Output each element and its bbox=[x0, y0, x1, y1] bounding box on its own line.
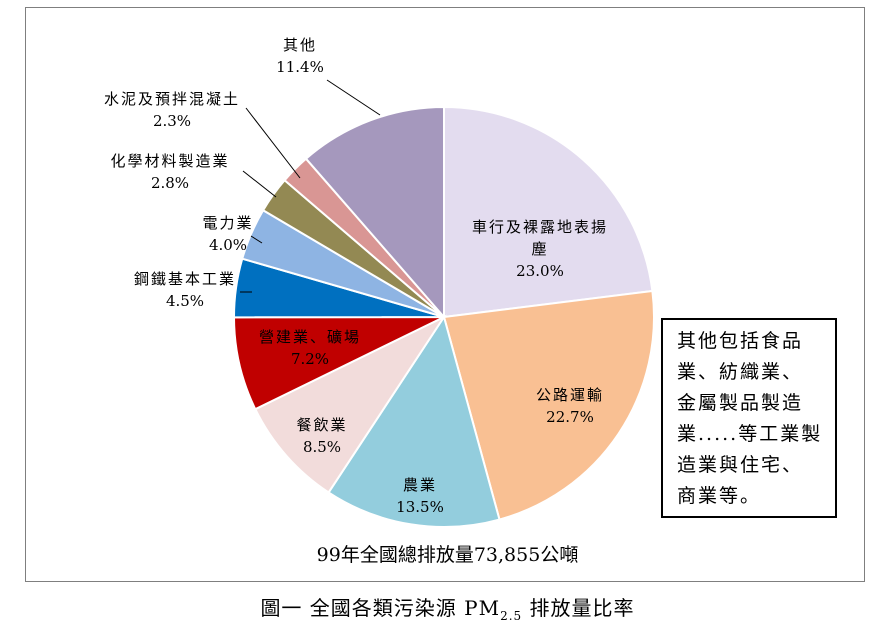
slice-label: 餐飲業 8.5% bbox=[296, 416, 347, 456]
slice-name: 其他 bbox=[283, 36, 317, 54]
slice-label: 化學材料製造業 2.8% bbox=[110, 152, 229, 192]
slice-value: 4.0% bbox=[209, 236, 247, 254]
slice-value: 8.5% bbox=[303, 438, 341, 456]
slice-label: 鋼鐵基本工業 4.5% bbox=[134, 270, 236, 310]
figure-caption: 圖一 全國各類污染源 PM2.5 排放量比率 bbox=[0, 592, 895, 623]
slice-value: 13.5% bbox=[396, 498, 444, 516]
slice-name: 水泥及預拌混凝土 bbox=[104, 90, 240, 108]
slice-label: 其他 11.4% bbox=[276, 36, 324, 76]
note-box: 其他包括食品 業、紡織業、 金屬製品製造 業.....等工業製 造業與住宅、 商… bbox=[661, 318, 837, 518]
leader-line bbox=[242, 170, 277, 198]
slice-label: 農業 13.5% bbox=[396, 476, 444, 516]
note-line: 業.....等工業製 bbox=[677, 423, 823, 445]
slice-label: 電力業 4.0% bbox=[202, 214, 253, 254]
slice-value: 22.7% bbox=[546, 408, 594, 426]
slice-label: 營建業、礦場 7.2% bbox=[259, 328, 361, 368]
slice-value: 4.5% bbox=[166, 292, 204, 310]
pie-slice bbox=[253, 314, 447, 494]
note-line: 商業等。 bbox=[677, 485, 762, 507]
slice-name: 化學材料製造業 bbox=[110, 152, 229, 170]
pie-slice bbox=[443, 105, 654, 319]
caption-subscript: 2.5 bbox=[500, 609, 523, 623]
pie-slice bbox=[304, 105, 445, 320]
slice-label: 車行及裸露地表揚塵 23.0% bbox=[472, 218, 608, 280]
slice-label: 公路運輸 22.7% bbox=[536, 386, 604, 426]
slice-name: 塵 bbox=[531, 240, 548, 258]
slice-value: 23.0% bbox=[516, 262, 564, 280]
slice-label: 水泥及預拌混凝土 2.3% bbox=[104, 90, 240, 130]
slice-name: 電力業 bbox=[202, 214, 253, 232]
leader-line bbox=[245, 107, 301, 179]
slice-name: 餐飲業 bbox=[296, 416, 347, 434]
slice-name: 鋼鐵基本工業 bbox=[134, 270, 236, 288]
slice-value: 7.2% bbox=[291, 350, 329, 368]
leader-line bbox=[326, 79, 381, 116]
pie-slice bbox=[442, 289, 655, 521]
note-line: 金屬製品製造 bbox=[677, 392, 804, 414]
slice-value: 2.3% bbox=[153, 112, 191, 130]
note-line: 其他包括食品 bbox=[677, 330, 804, 352]
slice-name: 營建業、礦場 bbox=[259, 328, 361, 346]
pie-slice bbox=[327, 314, 501, 528]
slice-name: 車行及裸露地表揚 bbox=[472, 218, 608, 236]
note-line: 造業與住宅、 bbox=[677, 454, 804, 476]
slice-name: 公路運輸 bbox=[536, 386, 604, 404]
slice-name: 農業 bbox=[403, 476, 437, 494]
slice-value: 2.8% bbox=[151, 174, 189, 192]
note-line: 業、紡織業、 bbox=[677, 361, 804, 383]
slice-value: 11.4% bbox=[276, 58, 324, 76]
leader-line bbox=[250, 235, 263, 244]
caption-prefix: 圖一 全國各類污染源 PM bbox=[260, 596, 501, 620]
total-emission-text: 99年全國總排放量73,855公噸 bbox=[316, 544, 579, 566]
caption-suffix: 排放量比率 bbox=[522, 596, 635, 620]
